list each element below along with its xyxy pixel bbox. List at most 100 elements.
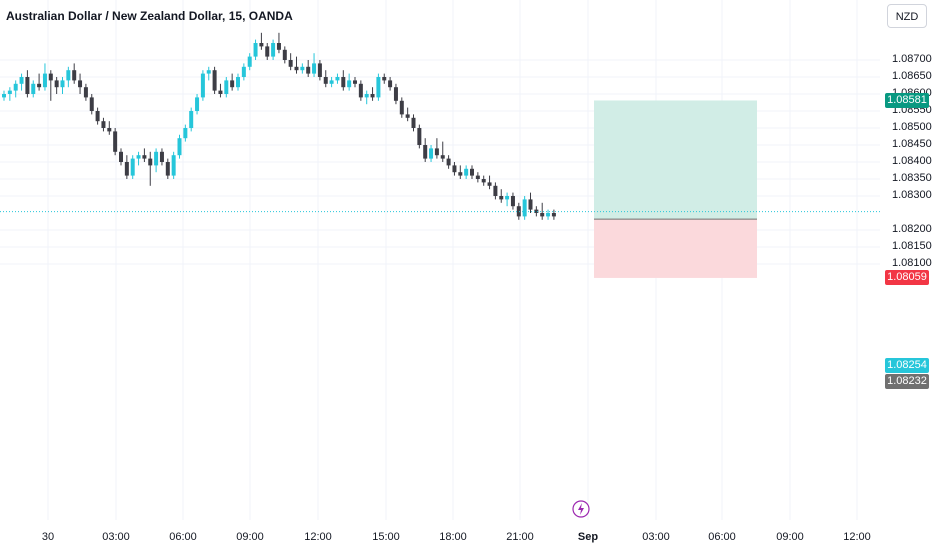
candle-body: [434, 148, 439, 156]
candle: [487, 175, 492, 190]
candle: [429, 145, 434, 162]
price-scale-label: 1.08100: [892, 257, 932, 269]
candle-body: [358, 83, 363, 98]
candle: [177, 134, 182, 159]
lightning-icon[interactable]: [572, 500, 590, 518]
candle: [101, 117, 106, 132]
candle-body: [107, 128, 112, 132]
candle: [42, 63, 47, 91]
candle: [499, 189, 504, 203]
candle: [306, 60, 311, 77]
candle: [37, 73, 42, 91]
time-scale-label: 18:00: [439, 531, 467, 543]
candle: [259, 32, 264, 50]
candle-body: [189, 111, 194, 128]
candle-body: [522, 199, 527, 217]
candle-body: [89, 97, 94, 111]
candle: [546, 209, 551, 220]
candle-body: [154, 151, 159, 166]
loss-zone: [594, 219, 757, 278]
time-scale-label: 06:00: [169, 531, 197, 543]
candle: [7, 87, 12, 101]
time-scale-label: 03:00: [642, 531, 670, 543]
candle-body: [481, 179, 486, 183]
candle: [458, 165, 463, 179]
candle: [510, 192, 515, 210]
candle-body: [142, 155, 147, 159]
candle-body: [212, 70, 217, 91]
candle-body: [534, 209, 539, 213]
candle: [353, 77, 357, 88]
candle-body: [241, 66, 246, 77]
candle: [189, 107, 194, 132]
candle: [25, 70, 30, 98]
candle: [452, 162, 457, 176]
candle: [388, 77, 393, 91]
candle-body: [31, 83, 36, 94]
grid-lines: [0, 0, 880, 520]
candle-body: [83, 87, 88, 98]
candle-body: [353, 80, 357, 84]
candle: [48, 70, 53, 101]
profit-zone: [594, 100, 757, 220]
price-scale-label: 1.08150: [892, 240, 932, 252]
time-scale-label: 06:00: [708, 531, 736, 543]
candle: [119, 148, 123, 166]
candle: [464, 165, 469, 179]
candle-body: [317, 63, 322, 77]
chart-pane[interactable]: [0, 0, 880, 520]
candle-body: [159, 151, 164, 162]
candle-body: [183, 128, 188, 139]
time-scale-label: 09:00: [776, 531, 804, 543]
take-profit-price-tag: 1.08581: [885, 92, 929, 108]
candle: [72, 63, 77, 84]
candle: [107, 121, 112, 135]
position-zones[interactable]: [594, 100, 757, 278]
stop-loss-price-tag: 1.08059: [885, 270, 929, 286]
candle-body: [282, 49, 287, 60]
price-scale-label: 1.08500: [892, 121, 932, 133]
candle: [411, 114, 416, 132]
candle-body: [101, 121, 106, 128]
price-scale-label: 1.08350: [892, 172, 932, 184]
candle: [417, 124, 422, 149]
candle: [195, 94, 200, 115]
candle-body: [119, 151, 123, 162]
candle: [516, 202, 521, 220]
candle-body: [148, 158, 153, 166]
candle-body: [382, 77, 387, 81]
candle: [130, 155, 135, 179]
candle: [113, 128, 118, 156]
candle-body: [247, 56, 252, 67]
candle: [154, 148, 159, 173]
candle: [341, 70, 346, 91]
candle: [183, 124, 188, 142]
candle: [247, 53, 252, 71]
time-scale-label: 15:00: [372, 531, 400, 543]
candle-body: [136, 155, 141, 159]
candle-body: [294, 66, 299, 71]
candle: [393, 83, 398, 105]
candle: [31, 80, 36, 98]
candle: [124, 155, 129, 179]
candle: [276, 32, 281, 54]
candle-body: [265, 46, 270, 57]
candle-body: [499, 196, 504, 200]
candle: [382, 73, 387, 84]
time-scale-label: 30: [41, 531, 55, 543]
candle-body: [464, 168, 469, 176]
candle-body: [13, 83, 18, 91]
currency-button[interactable]: NZD: [887, 4, 927, 28]
candle-body: [446, 158, 451, 166]
price-scale-label: 1.08200: [892, 223, 932, 235]
candle: [423, 138, 428, 162]
candle-body: [124, 162, 129, 176]
candle-body: [405, 114, 410, 118]
candle: [2, 90, 6, 101]
candle-body: [341, 77, 346, 88]
candle: [329, 77, 334, 88]
candlestick-chart[interactable]: [0, 0, 880, 520]
candle: [370, 87, 375, 101]
candle: [54, 77, 59, 94]
candle: [13, 80, 18, 98]
